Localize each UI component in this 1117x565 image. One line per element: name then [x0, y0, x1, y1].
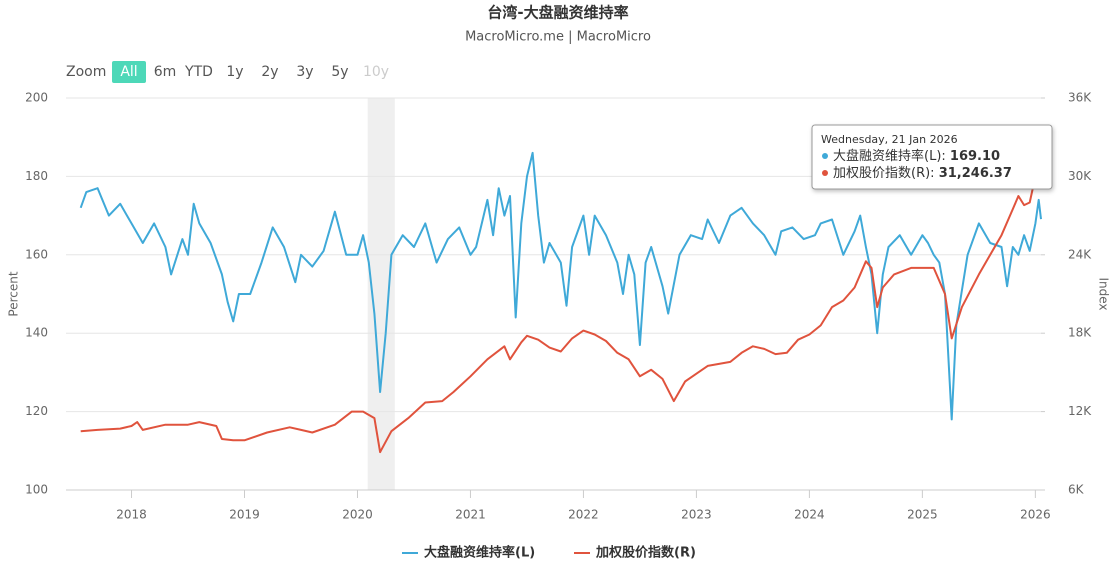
chart-subtitle: MacroMicro.me | MacroMicro [465, 30, 651, 45]
x-tick-label: 2019 [229, 508, 260, 522]
chart-title: 台湾-大盘融资维持率 [487, 4, 628, 22]
y2-tick-label: 36K [1068, 91, 1092, 105]
zoom-button[interactable]: 6m [154, 64, 177, 80]
x-tick-label: 2023 [681, 508, 712, 522]
tooltip-box [811, 124, 1053, 190]
zoom-button-bg [112, 61, 146, 83]
tooltip-label: 大盘融资维持率(L): [833, 148, 950, 164]
y2-tick-label: 24K [1068, 247, 1092, 261]
y-tick-label: 180 [25, 169, 48, 183]
y2-tick-label: 30K [1068, 169, 1092, 183]
tooltip-value: 169.10 [950, 149, 1000, 164]
tooltip-label: 加权股价指数(R): [833, 165, 939, 181]
y2-axis-title: Index [1097, 277, 1111, 310]
x-tick-label: 2020 [342, 508, 373, 522]
tooltip-dot [822, 170, 828, 176]
legend-label: 加权股价指数(R) [595, 545, 696, 561]
zoom-label: Zoom [66, 64, 106, 80]
series-line [80, 159, 1042, 454]
zoom-button[interactable]: 3y [296, 64, 313, 80]
x-tick-label: 2024 [794, 508, 825, 522]
y-tick-label: 120 [25, 404, 48, 418]
zoom-button[interactable]: 1y [226, 64, 243, 80]
zoom-button[interactable]: 5y [331, 64, 348, 80]
legend-label: 大盘融资维持率(L) [424, 545, 535, 561]
zoom-button: 10y [363, 64, 389, 80]
x-tick-label: 2025 [907, 508, 938, 522]
tooltip-row: 大盘融资维持率(L): 169.10 [833, 148, 1000, 164]
y-tick-label: 140 [25, 326, 48, 340]
series-line [79, 151, 1042, 421]
tooltip-date: Wednesday, 21 Jan 2026 [821, 133, 958, 146]
x-tick-label: 2022 [568, 508, 599, 522]
y2-tick-label: 12K [1068, 404, 1092, 418]
y-tick-label: 100 [25, 483, 48, 497]
tooltip-value: 31,246.37 [939, 166, 1012, 181]
y2-tick-label: 6K [1068, 483, 1085, 497]
x-tick-label: 2021 [455, 508, 486, 522]
zoom-button[interactable]: YTD [184, 64, 213, 80]
x-tick-label: 2018 [116, 508, 147, 522]
tooltip-row: 加权股价指数(R): 31,246.37 [833, 165, 1012, 181]
x-tick-label: 2026 [1020, 508, 1051, 522]
zoom-button[interactable]: All [120, 64, 137, 80]
y2-tick-label: 18K [1068, 326, 1092, 340]
zoom-button[interactable]: 2y [261, 64, 278, 80]
tooltip-dot [822, 153, 828, 159]
y-tick-label: 160 [25, 247, 48, 261]
y-tick-label: 200 [25, 91, 48, 105]
y-axis-title: Percent [7, 271, 21, 316]
